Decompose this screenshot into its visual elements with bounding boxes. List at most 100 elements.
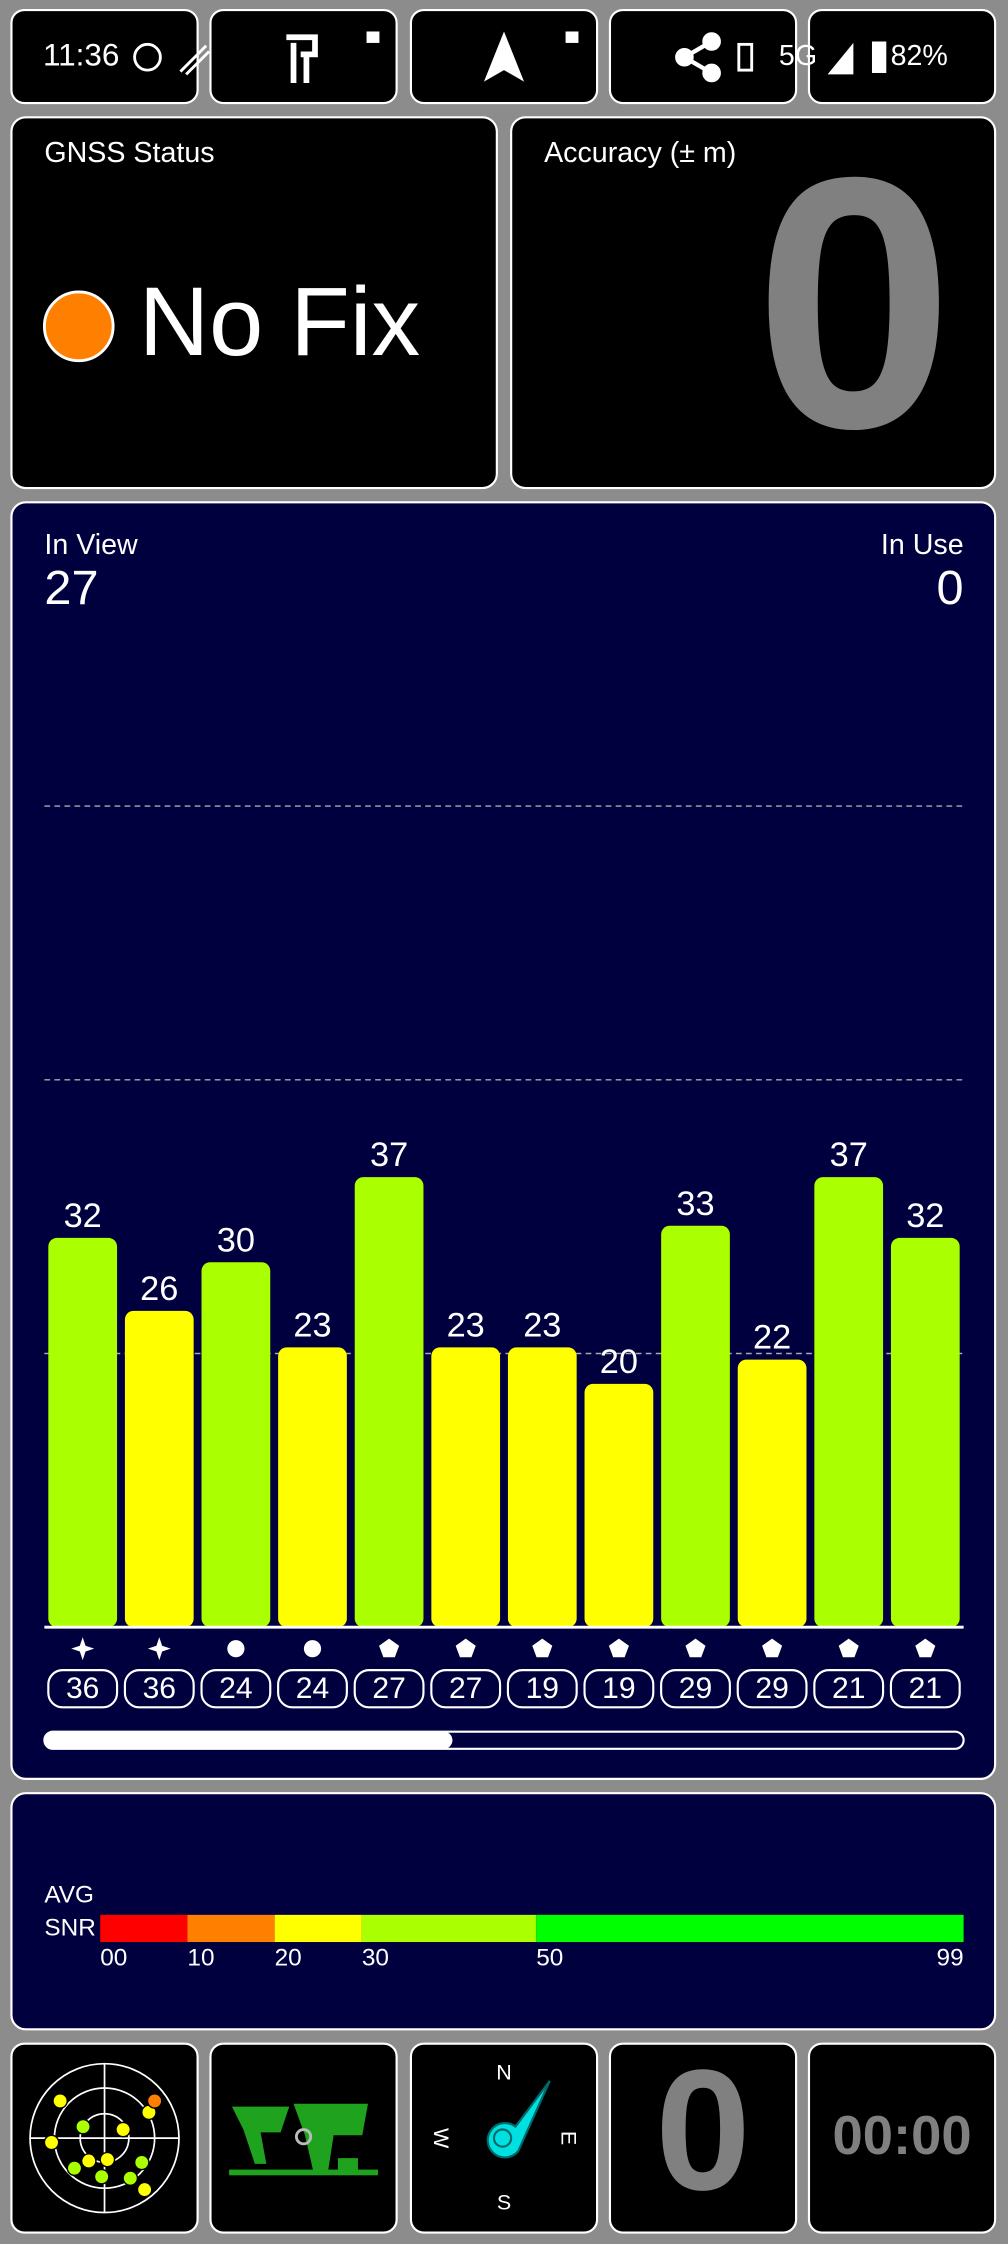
constellation-icon: [227, 1640, 245, 1658]
share-icon: [675, 32, 721, 83]
constellation-icon: [303, 1640, 322, 1658]
timer-tile[interactable]: [807, 2042, 997, 2234]
lock-icon: [366, 31, 380, 43]
bar: [354, 1177, 424, 1628]
compass-label: W: [429, 2128, 453, 2149]
satellite-id-box: [200, 1669, 272, 1709]
lock-icon: [565, 31, 579, 43]
status-icon: [179, 44, 211, 76]
satellite-id-box: [277, 1669, 348, 1709]
snr-band: [361, 1914, 537, 1943]
battery-icon: [871, 41, 887, 73]
constellation-icon: [838, 1638, 859, 1658]
bar: [48, 1237, 118, 1628]
snr-tick-label: 99: [937, 1945, 964, 1972]
satellite-id-box: [660, 1669, 731, 1709]
tile: [807, 8, 997, 105]
value-label: 22: [753, 1319, 791, 1357]
snr-band: [100, 1914, 188, 1943]
snr-chart: 32 36 26 36 30 24 23 24 37 27 23 27 23 19 20 19 33 29 22 29…: [44, 805, 964, 1709]
accuracy-panel: [510, 116, 997, 490]
panel-title: Accuracy (± m): [544, 137, 736, 169]
value-label: 23: [293, 1306, 331, 1344]
snr-band: [274, 1914, 362, 1943]
compass-label: S: [497, 2191, 511, 2215]
navigation-icon: [483, 31, 525, 82]
legend-label: SNR: [44, 1915, 95, 1942]
bar: [278, 1347, 347, 1628]
value-label: 30: [217, 1221, 255, 1259]
compass-needle: [486, 2080, 551, 2159]
constellation-icon: [608, 1638, 629, 1658]
constellation-icon: [379, 1638, 400, 1658]
value-label: 32: [906, 1197, 944, 1235]
satellite-id: 21: [909, 1672, 942, 1705]
snr-tick-label: 10: [187, 1945, 214, 1972]
panel-title: GNSS Status: [44, 137, 214, 169]
sky-plot-satellites: [43, 2093, 163, 2198]
bar: [661, 1225, 730, 1628]
in-view-count: 27: [44, 561, 98, 615]
value-label: 26: [140, 1270, 178, 1308]
signal-icon: [827, 42, 854, 75]
status-icon: [133, 42, 162, 72]
satellite-id-box: [47, 1669, 119, 1709]
compass-center: [492, 2128, 513, 2148]
satellite-id: 21: [832, 1672, 865, 1705]
battery-level: 82%: [891, 40, 948, 72]
satellite-id: 19: [602, 1672, 635, 1705]
accuracy-value: 0: [755, 103, 954, 503]
fix-status: No Fix: [139, 267, 420, 376]
snr-tick-label: 20: [275, 1945, 302, 1972]
snr-panel: [10, 1792, 997, 2031]
bar: [890, 1237, 960, 1628]
satellite-id-box: [736, 1669, 808, 1709]
satellite-id: 24: [219, 1672, 252, 1705]
satellite-id: 36: [143, 1672, 176, 1705]
value-label: 32: [64, 1197, 102, 1235]
satellite-id: 36: [66, 1672, 99, 1705]
legend-label: AVG: [44, 1882, 94, 1909]
satellite-id-box: [353, 1669, 425, 1709]
speed-value: 0: [655, 2035, 751, 2226]
location-marker: [294, 2128, 313, 2146]
satellite-id-box: [583, 1669, 655, 1709]
constellation-icon: [532, 1638, 553, 1658]
in-use-label: In Use: [881, 529, 964, 561]
fix-indicator: [42, 290, 115, 363]
world-map: [229, 2103, 378, 2176]
tile: [10, 8, 199, 105]
scrollbar-thumb[interactable]: [44, 1731, 453, 1749]
status-bar: 11:36 5G 82%: [10, 8, 997, 105]
satellite-id: 24: [296, 1672, 329, 1705]
snr-scale: 00 10 20 30 50 99: [100, 1914, 964, 1972]
map-tile[interactable]: [209, 2042, 398, 2234]
bar: [814, 1177, 884, 1628]
satellite-id-box: [506, 1669, 578, 1709]
satellite-id: 27: [372, 1672, 405, 1705]
satellite-id: 29: [755, 1672, 788, 1705]
explorer-icon: [286, 34, 318, 84]
timer: 00:00: [832, 2105, 971, 2166]
compass-label: E: [556, 2131, 580, 2145]
constellation-icon: [685, 1638, 706, 1658]
satellite-id: 27: [449, 1672, 482, 1705]
bar: [584, 1383, 654, 1628]
clock: 11:36: [43, 37, 119, 73]
network-type: 5G: [779, 40, 817, 72]
constellation-icon: [71, 1637, 95, 1661]
speed-tile[interactable]: [608, 2042, 798, 2234]
bar: [431, 1347, 501, 1628]
constellation-icon: [915, 1638, 936, 1658]
in-view-label: In View: [44, 529, 138, 561]
satellite-id: 29: [679, 1672, 712, 1705]
value-label: 20: [600, 1343, 638, 1381]
bar: [737, 1359, 807, 1628]
bar: [507, 1347, 577, 1628]
satellite-id: 19: [526, 1672, 559, 1705]
value-label: 37: [830, 1136, 868, 1174]
snr-tick-label: 50: [536, 1945, 563, 1972]
bar: [201, 1262, 271, 1628]
tile[interactable]: [608, 8, 798, 105]
